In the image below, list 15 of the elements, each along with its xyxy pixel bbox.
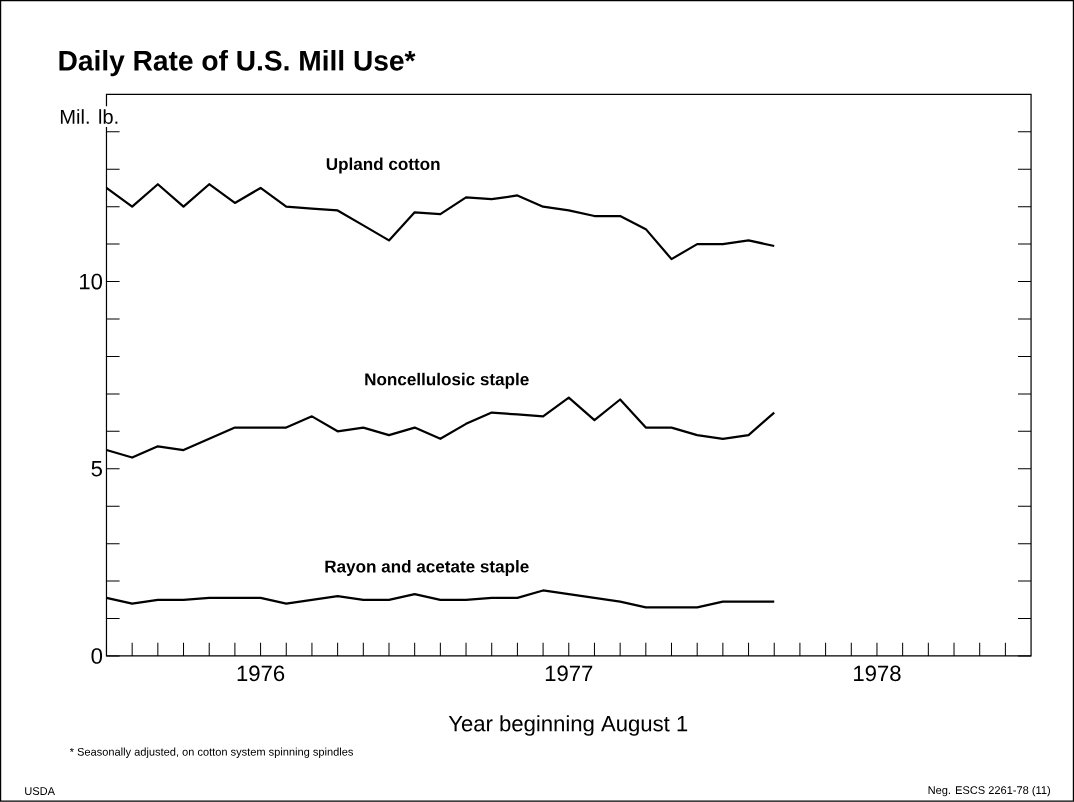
x-tick-label: 1977 — [545, 665, 593, 682]
text: Neg. ESCS 2261-78 (11) — [928, 786, 1050, 797]
y-tick-label: 5 — [91, 461, 102, 477]
y-axis-title: Mil. lb. — [60, 109, 118, 125]
text: Upland cotton — [326, 157, 440, 174]
y-tick-label: 0 — [91, 648, 103, 664]
y-tick-label: 10 — [80, 273, 103, 290]
series-label: Rayon and acetate staple — [325, 560, 529, 577]
x-axis-title: Year beginning August 1 — [448, 715, 688, 736]
text: * Seasonally adjusted, on cotton system spinning spindles — [69, 747, 354, 759]
x-tick-label: 1978 — [854, 665, 901, 682]
series-label: Noncellulosic staple — [365, 372, 529, 389]
chart-title: Daily Rate of U.S. Mill Use* — [59, 50, 416, 77]
text: USDA — [25, 787, 55, 796]
x-tick-label: 1976 — [237, 665, 285, 682]
